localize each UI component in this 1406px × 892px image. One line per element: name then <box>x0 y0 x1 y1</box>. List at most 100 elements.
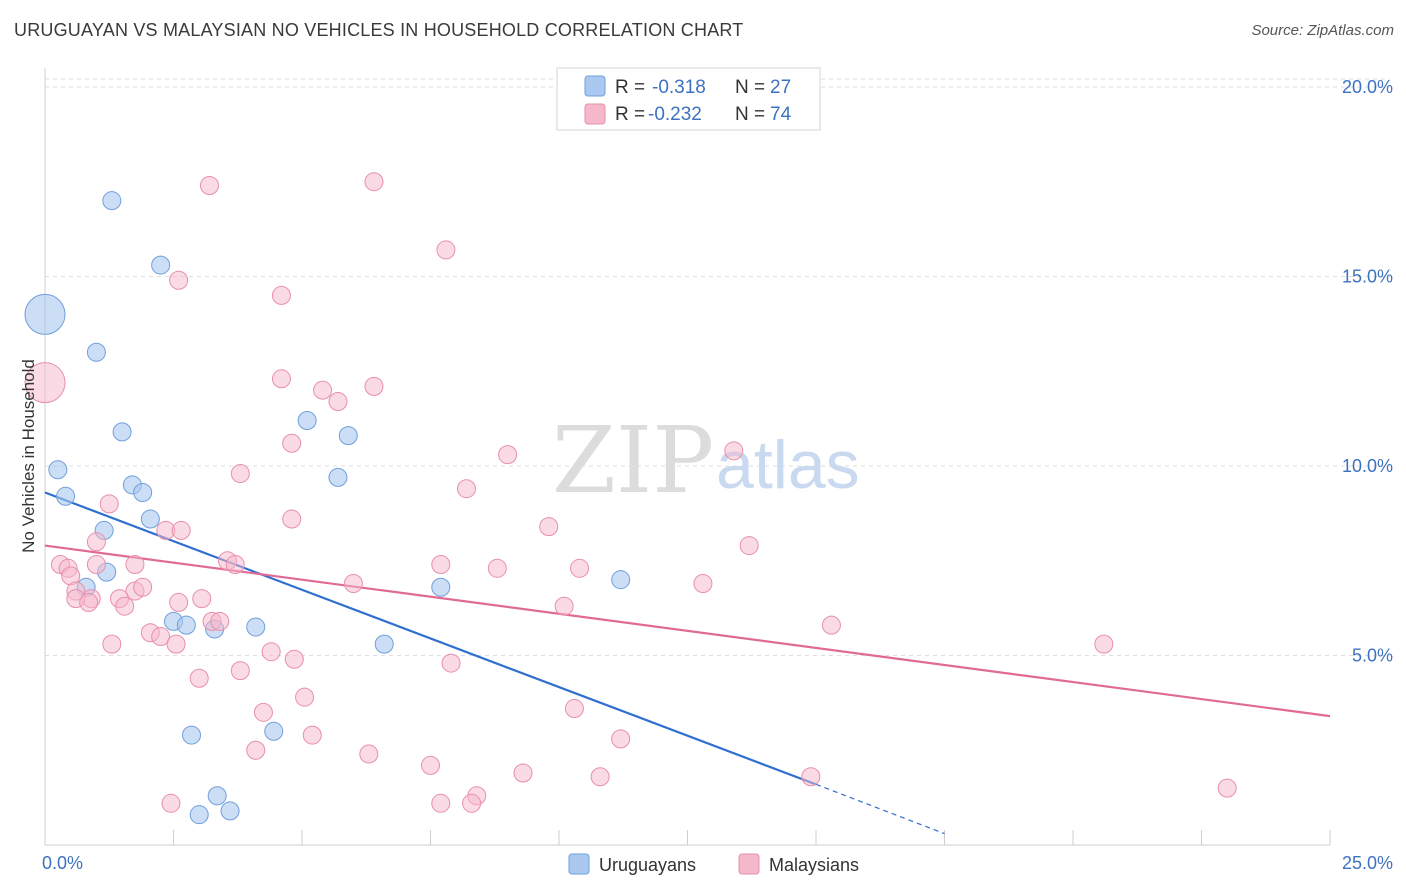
chart-title: URUGUAYAN VS MALAYSIAN NO VEHICLES IN HO… <box>14 20 744 40</box>
point-malaysians <box>86 555 106 575</box>
point-malaysians <box>498 445 518 465</box>
point-malaysians <box>282 509 302 529</box>
data-points <box>24 172 1237 825</box>
point-malaysians <box>436 240 456 260</box>
legend-swatch-uruguayans <box>584 75 606 97</box>
point-malaysians <box>539 517 559 537</box>
point-uruguayans <box>176 615 196 635</box>
point-uruguayans <box>246 617 266 637</box>
bottom-legend-swatch-malaysians <box>738 853 760 875</box>
watermark-atlas: atlas <box>716 427 860 503</box>
point-malaysians <box>261 642 281 662</box>
bottom-legend-swatch-uruguayans <box>568 853 590 875</box>
point-malaysians <box>343 573 363 593</box>
point-uruguayans <box>189 805 209 825</box>
point-malaysians <box>431 555 451 575</box>
legend-r-value-1: -0.318 <box>652 77 706 98</box>
y-tick-label: 20.0% <box>1342 77 1393 97</box>
legend-n-label-2: N = <box>735 104 765 125</box>
point-malaysians <box>328 392 348 412</box>
y-tick-label: 5.0% <box>1352 645 1393 665</box>
point-uruguayans <box>56 486 76 506</box>
point-malaysians <box>282 433 302 453</box>
point-malaysians <box>151 627 171 647</box>
point-malaysians <box>230 464 250 484</box>
point-uruguayans <box>102 191 122 211</box>
point-malaysians <box>115 596 135 616</box>
point-malaysians <box>513 763 533 783</box>
point-malaysians <box>554 596 574 616</box>
point-uruguayans <box>338 426 358 446</box>
point-malaysians <box>79 592 99 612</box>
point-uruguayans <box>133 483 153 503</box>
legend-n-value-2: 74 <box>770 104 792 125</box>
point-malaysians <box>253 702 273 722</box>
legend-r-label-2: R = <box>615 104 645 125</box>
point-malaysians <box>246 740 266 760</box>
point-malaysians <box>86 532 106 552</box>
point-malaysians <box>169 592 189 612</box>
point-uruguayans <box>86 342 106 362</box>
chart-source: Source: ZipAtlas.com <box>1251 22 1394 39</box>
point-uruguayans <box>151 255 171 275</box>
point-malaysians <box>611 729 631 749</box>
point-malaysians <box>271 285 291 305</box>
watermark: ZIP atlas <box>552 407 860 514</box>
point-malaysians <box>133 577 153 597</box>
point-malaysians <box>24 362 66 404</box>
point-uruguayans <box>207 786 227 806</box>
legend-r-value-2: -0.232 <box>648 104 702 125</box>
point-uruguayans <box>611 570 631 590</box>
point-malaysians <box>364 172 384 192</box>
trendline-malaysians <box>44 544 1331 718</box>
x-tick-label: 0.0% <box>42 853 83 873</box>
point-malaysians <box>564 699 584 719</box>
trendline-uruguayans <box>44 491 817 786</box>
point-malaysians <box>171 520 191 540</box>
point-malaysians <box>99 494 119 514</box>
trendline-extension-uruguayans <box>815 783 945 835</box>
point-malaysians <box>821 615 841 635</box>
legend-swatch-malaysians <box>584 103 606 125</box>
point-malaysians <box>359 744 379 764</box>
point-malaysians <box>801 767 821 787</box>
point-malaysians <box>590 767 610 787</box>
point-uruguayans <box>431 577 451 597</box>
y-tick-label: 10.0% <box>1342 456 1393 476</box>
point-malaysians <box>284 649 304 669</box>
point-uruguayans <box>112 422 132 442</box>
legend-r-label-1: R = <box>615 77 645 98</box>
point-malaysians <box>456 479 476 499</box>
point-malaysians <box>1217 778 1237 798</box>
point-malaysians <box>125 555 145 575</box>
x-tick-label: 25.0% <box>1342 853 1393 873</box>
trend-lines <box>44 491 1331 835</box>
point-malaysians <box>271 369 291 389</box>
point-uruguayans <box>140 509 160 529</box>
point-malaysians <box>313 380 333 400</box>
point-malaysians <box>693 573 713 593</box>
tick-labels: 5.0% 10.0% 15.0% 20.0% 0.0% 25.0% <box>42 77 1393 873</box>
point-malaysians <box>192 589 212 609</box>
point-uruguayans <box>181 725 201 745</box>
point-uruguayans <box>297 410 317 430</box>
point-uruguayans <box>220 801 240 821</box>
axes <box>44 68 1331 846</box>
point-malaysians <box>166 634 186 654</box>
bottom-legend: Uruguayans Malaysians <box>568 853 859 875</box>
legend-n-label-1: N = <box>735 77 765 98</box>
point-malaysians <box>364 376 384 396</box>
point-malaysians <box>441 653 461 673</box>
point-malaysians <box>570 558 590 578</box>
point-malaysians <box>189 668 209 688</box>
point-malaysians <box>295 687 315 707</box>
legend-n-value-1: 27 <box>770 77 791 98</box>
bottom-legend-label-malaysians: Malaysians <box>769 855 859 875</box>
point-malaysians <box>724 441 744 461</box>
point-malaysians <box>230 661 250 681</box>
point-malaysians <box>431 793 451 813</box>
point-malaysians <box>225 555 245 575</box>
legend-box: R = -0.318 N = 27 R = -0.232 N = 74 <box>556 67 821 131</box>
point-malaysians <box>487 558 507 578</box>
